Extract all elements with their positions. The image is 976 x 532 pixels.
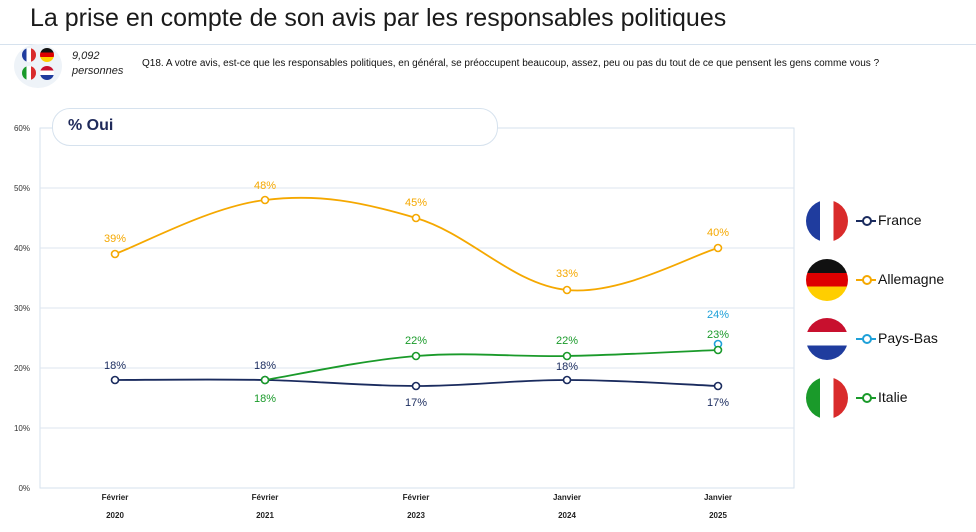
legend-item-allemagne: Allemagne	[806, 259, 976, 301]
data-point-italie	[713, 345, 723, 355]
netherlands-flag-icon	[40, 66, 54, 80]
y-tick-label: 20%	[14, 364, 30, 373]
france-flag-icon	[22, 48, 36, 62]
data-point-allemagne	[713, 243, 723, 253]
legend-marker	[862, 216, 872, 226]
x-tick-label: Février	[252, 493, 279, 502]
data-label-allemagne: 40%	[707, 227, 729, 239]
y-tick-label: 10%	[14, 424, 30, 433]
data-label-italie: 18%	[254, 393, 276, 405]
x-tick-label: 2025	[709, 511, 727, 520]
data-label-france: 17%	[707, 397, 729, 409]
data-label-allemagne: 48%	[254, 180, 276, 192]
data-label-italie: 22%	[405, 335, 427, 347]
netherlands-flag-icon	[806, 318, 848, 360]
data-label-france: 17%	[405, 397, 427, 409]
x-tick-label: 2020	[106, 511, 124, 520]
data-point-france	[110, 375, 120, 385]
legend-marker	[862, 275, 872, 285]
data-label-france: 18%	[556, 361, 578, 373]
survey-question: Q18. A votre avis, est-ce que les respon…	[142, 58, 880, 69]
data-label-france: 18%	[254, 360, 276, 372]
legend-item-pays-bas: Pays-Bas	[806, 318, 976, 360]
germany-flag-icon	[806, 259, 848, 301]
data-point-allemagne	[562, 285, 572, 295]
italy-flag-icon	[806, 377, 848, 419]
italy-flag-icon	[22, 66, 36, 80]
y-tick-label: 60%	[14, 124, 30, 133]
y-tick-label: 40%	[14, 244, 30, 253]
y-tick-label: 50%	[14, 184, 30, 193]
x-tick-label: Janvier	[704, 493, 732, 502]
series-line-italie	[264, 349, 719, 381]
x-tick-label: Février	[102, 493, 129, 502]
x-tick-label: Janvier	[553, 493, 581, 502]
data-point-france	[713, 381, 723, 391]
sample-count: 9,092	[72, 50, 100, 62]
legend-marker	[862, 393, 872, 403]
x-tick-label: Février	[403, 493, 430, 502]
france-flag-icon	[806, 200, 848, 242]
data-label-allemagne: 33%	[556, 268, 578, 280]
page-title: La prise en compte de son avis par les r…	[30, 4, 727, 32]
legend-label: France	[878, 212, 922, 228]
data-point-allemagne	[110, 249, 120, 259]
data-label-italie: 22%	[556, 335, 578, 347]
data-point-allemagne	[411, 213, 421, 223]
x-tick-label: 2021	[256, 511, 274, 520]
header-divider	[0, 44, 976, 45]
data-label-allemagne: 45%	[405, 197, 427, 209]
chart-title-pill	[52, 108, 498, 146]
data-point-france	[411, 381, 421, 391]
legend-item-france: France	[806, 200, 976, 242]
legend-label: Pays-Bas	[878, 330, 938, 346]
chart-title: % Oui	[68, 117, 114, 134]
data-point-italie	[260, 375, 270, 385]
x-tick-label: 2024	[558, 511, 576, 520]
legend-item-italie: Italie	[806, 377, 976, 419]
series-line-allemagne	[114, 196, 719, 292]
data-point-france	[562, 375, 572, 385]
legend-marker	[862, 334, 872, 344]
data-label-pays-bas: 24%	[707, 309, 729, 321]
y-tick-label: 0%	[18, 484, 30, 493]
data-point-italie	[411, 351, 421, 361]
data-label-allemagne: 39%	[104, 233, 126, 245]
data-label-france: 18%	[104, 360, 126, 372]
sample-label: personnes	[72, 65, 124, 77]
data-point-italie	[562, 351, 572, 361]
x-tick-label: 2023	[407, 511, 425, 520]
country-flags-badge	[14, 44, 62, 88]
y-tick-label: 30%	[14, 304, 30, 313]
legend-label: Allemagne	[878, 271, 945, 287]
legend-label: Italie	[878, 389, 908, 405]
germany-flag-icon	[40, 48, 54, 62]
data-point-allemagne	[260, 195, 270, 205]
data-label-italie: 23%	[707, 329, 729, 341]
